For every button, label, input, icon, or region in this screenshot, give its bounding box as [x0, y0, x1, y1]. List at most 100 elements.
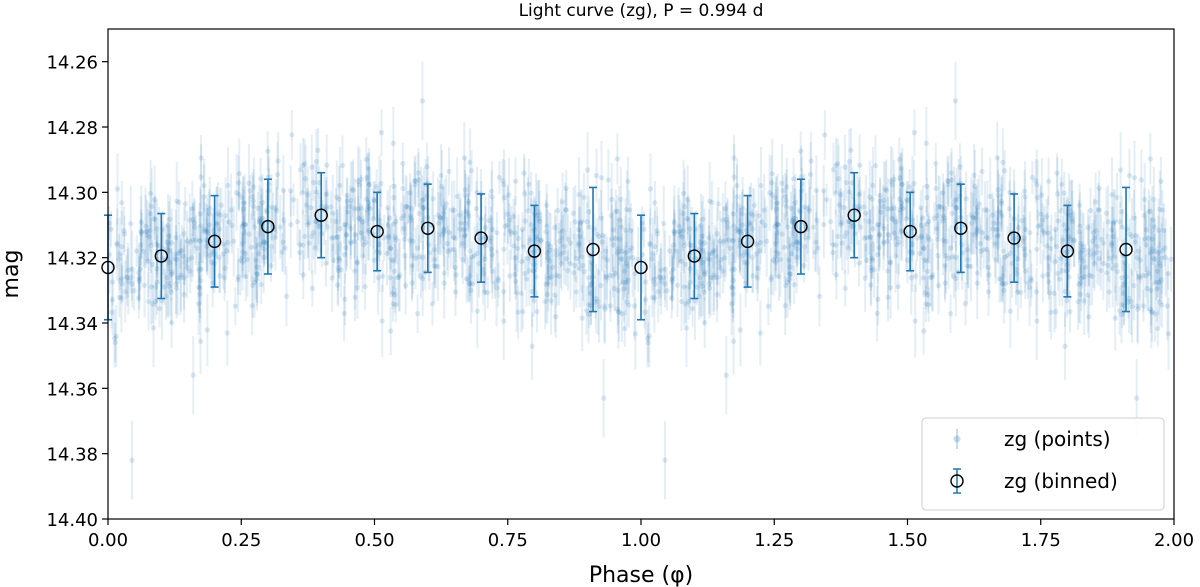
data-point	[923, 301, 929, 307]
data-point	[830, 242, 836, 248]
data-point	[623, 279, 629, 286]
data-point	[460, 256, 466, 263]
data-point	[1041, 230, 1048, 236]
data-point	[704, 256, 711, 262]
data-point	[204, 243, 210, 249]
data-point	[903, 216, 910, 222]
data-point	[720, 268, 726, 274]
data-point	[723, 237, 729, 243]
data-point	[273, 206, 279, 212]
data-point	[545, 250, 551, 256]
data-point	[371, 197, 377, 203]
data-point	[986, 272, 992, 278]
data-point	[700, 216, 706, 222]
data-point	[204, 327, 210, 333]
data-point	[512, 230, 518, 236]
data-point	[1043, 213, 1050, 220]
data-point	[943, 252, 949, 259]
data-point	[300, 272, 306, 278]
data-point	[1131, 215, 1137, 221]
data-point	[465, 210, 471, 216]
data-point	[586, 209, 592, 215]
data-point	[661, 275, 667, 281]
data-point	[558, 230, 564, 236]
data-point	[351, 238, 358, 245]
data-point	[409, 263, 415, 269]
data-point	[387, 275, 393, 281]
data-point	[1156, 227, 1162, 233]
data-point	[154, 279, 160, 285]
data-point	[813, 187, 819, 193]
data-point	[390, 183, 397, 189]
data-point	[197, 278, 203, 284]
data-point	[207, 252, 213, 259]
binned-marker	[314, 208, 328, 222]
data-point	[449, 207, 455, 213]
data-point	[926, 302, 932, 308]
data-point	[787, 271, 794, 277]
data-point	[1046, 279, 1052, 285]
data-point	[123, 274, 129, 280]
data-point	[254, 271, 261, 277]
data-point	[644, 335, 651, 341]
data-point	[892, 253, 899, 259]
data-point	[1132, 232, 1139, 239]
data-point	[181, 274, 187, 281]
data-point	[435, 263, 441, 270]
data-point	[1079, 247, 1086, 253]
data-point	[974, 230, 980, 236]
data-point	[748, 210, 754, 217]
data-point	[794, 239, 800, 245]
data-point	[686, 284, 692, 290]
data-point	[462, 221, 468, 227]
binned-point	[586, 186, 600, 313]
data-point	[814, 217, 820, 223]
data-point	[1105, 219, 1111, 225]
data-point	[215, 210, 221, 217]
data-point	[197, 338, 204, 344]
data-point	[203, 228, 209, 234]
data-point	[191, 224, 198, 230]
data-point	[343, 221, 349, 228]
data-point	[240, 200, 246, 206]
data-point	[775, 221, 781, 228]
data-point	[1029, 174, 1035, 181]
data-point	[265, 174, 271, 180]
data-point	[198, 266, 205, 272]
data-point	[722, 205, 728, 212]
data-point	[466, 200, 472, 207]
data-point	[573, 289, 579, 295]
data-point	[838, 220, 844, 226]
data-point	[706, 285, 713, 291]
data-point	[502, 223, 508, 229]
data-point	[603, 273, 609, 279]
data-point	[216, 254, 222, 260]
data-point	[684, 215, 690, 222]
data-point	[528, 222, 534, 228]
data-point	[883, 187, 889, 194]
data-point	[1131, 175, 1138, 181]
data-point	[182, 201, 188, 207]
data-point	[163, 293, 169, 299]
data-point	[662, 457, 668, 463]
data-point	[830, 249, 836, 256]
data-point	[390, 221, 397, 227]
data-point	[995, 226, 1001, 232]
legend: zg (points) zg (binned)	[921, 417, 1165, 511]
data-point	[729, 284, 735, 290]
data-point	[526, 268, 532, 274]
data-point	[363, 156, 369, 163]
data-point	[1021, 188, 1028, 194]
data-point	[642, 279, 649, 285]
data-point	[331, 235, 337, 241]
data-point	[502, 195, 508, 201]
data-point	[242, 221, 248, 228]
data-point	[769, 192, 775, 198]
data-point	[1025, 280, 1031, 286]
x-tick-label: 0.50	[354, 530, 394, 551]
data-point	[268, 263, 274, 269]
data-point	[450, 234, 457, 240]
data-point	[136, 295, 142, 301]
data-point	[775, 200, 781, 206]
data-point	[337, 226, 343, 232]
